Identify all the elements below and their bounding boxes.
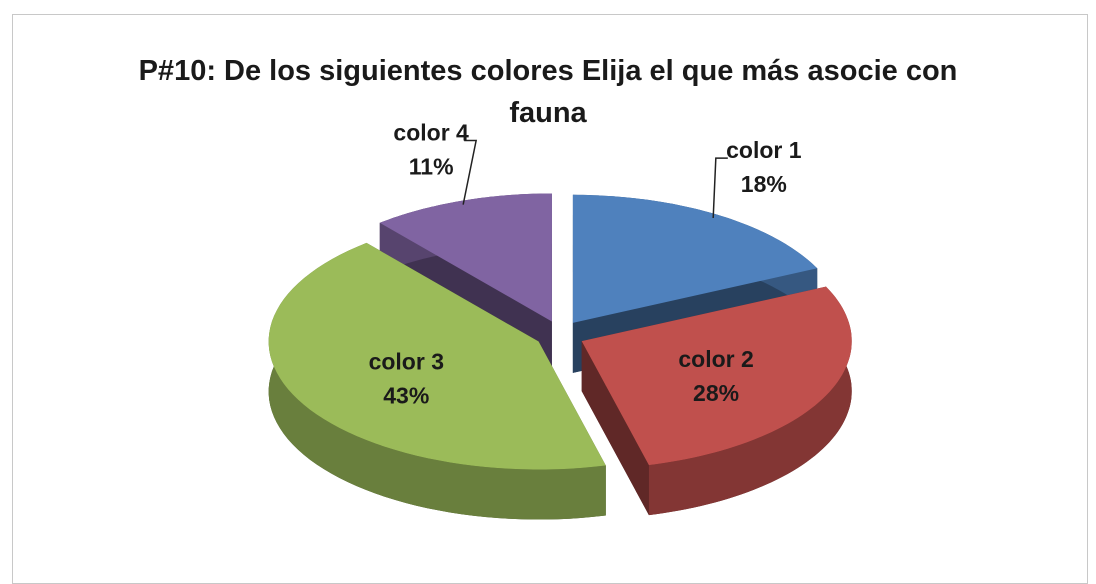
data-label-category: color 4 bbox=[393, 119, 469, 145]
data-label-category: color 1 bbox=[726, 137, 802, 163]
leader-line bbox=[713, 158, 728, 218]
data-label-category: color 2 bbox=[678, 346, 753, 372]
data-label-value: 11% bbox=[409, 153, 454, 179]
data-label-value: 28% bbox=[693, 380, 739, 406]
leader-line bbox=[463, 140, 476, 204]
slice bbox=[269, 243, 606, 520]
data-label-value: 43% bbox=[383, 382, 429, 408]
data-label-category: color 3 bbox=[369, 348, 444, 374]
data-label-value: 18% bbox=[741, 171, 787, 197]
